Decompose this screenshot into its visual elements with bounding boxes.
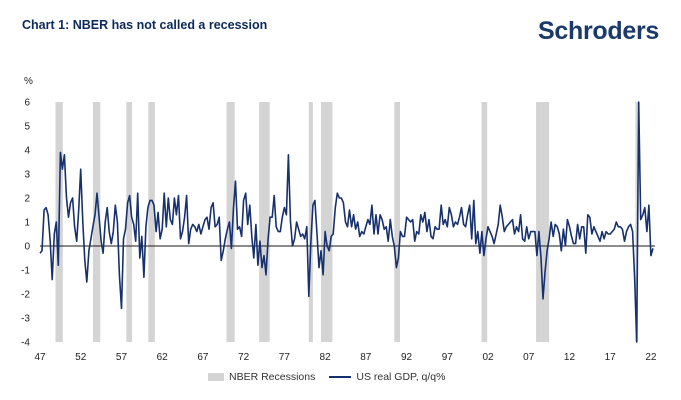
y-tick-label: -3 — [21, 314, 30, 325]
gdp-legend-label: US real GDP, q/q% — [356, 371, 446, 383]
recession-band — [259, 102, 270, 342]
recession-band — [92, 102, 101, 342]
recession-band — [481, 102, 488, 342]
x-tick-label: 02 — [482, 352, 494, 363]
x-tick-label: 67 — [197, 352, 209, 363]
y-tick-label: 6 — [24, 98, 30, 109]
y-axis-unit-label: % — [24, 76, 33, 87]
x-tick-label: 77 — [279, 352, 291, 363]
gdp-legend-swatch — [329, 376, 352, 378]
x-tick-label: 12 — [564, 352, 576, 363]
recession-legend-swatch — [208, 373, 224, 381]
x-tick-label: 87 — [360, 352, 372, 363]
y-tick-label: 2 — [24, 194, 30, 205]
y-tick-label: -2 — [21, 290, 30, 301]
recession-band — [321, 102, 333, 342]
gdp-series-line — [39, 101, 654, 343]
x-tick-label: 47 — [34, 352, 46, 363]
x-axis-ticks: 47 52 57 62 67 72 77 82 87 92 97 02 07 12 17 22 — [34, 352, 656, 363]
x-tick-label: 17 — [605, 352, 617, 363]
x-tick-label: 57 — [116, 352, 128, 363]
x-tick-label: 92 — [401, 352, 413, 363]
x-tick-label: 62 — [157, 352, 169, 363]
recession-band — [126, 102, 133, 342]
y-tick-label: 0 — [24, 242, 30, 253]
x-tick-label: 22 — [645, 352, 657, 363]
recession-legend-label: NBER Recessions — [229, 371, 316, 383]
legend: NBER Recessions US real GDP, q/q% — [208, 371, 445, 383]
recession-band — [148, 102, 155, 342]
x-tick-label: 82 — [320, 352, 332, 363]
recession-band — [308, 102, 313, 342]
x-tick-label: 72 — [238, 352, 250, 363]
y-tick-label: 3 — [24, 170, 30, 181]
recession-band — [394, 102, 401, 342]
y-tick-label: -1 — [21, 266, 30, 277]
y-tick-label: 1 — [24, 218, 30, 229]
recession-band — [226, 102, 235, 342]
y-tick-label: -4 — [21, 338, 30, 349]
y-tick-label: 5 — [24, 122, 30, 133]
recession-band — [536, 102, 550, 342]
x-tick-label: 07 — [523, 352, 535, 363]
y-tick-label: 4 — [24, 146, 30, 157]
brand-logo: Schroders — [538, 17, 659, 45]
recession-band — [635, 102, 638, 342]
chart-title: Chart 1: NBER has not called a recession — [22, 18, 268, 32]
x-tick-label: 52 — [75, 352, 87, 363]
x-tick-label: 97 — [442, 352, 454, 363]
y-axis-ticks: -4 -3 -2 -1 0 1 2 3 4 5 6 — [21, 98, 30, 349]
